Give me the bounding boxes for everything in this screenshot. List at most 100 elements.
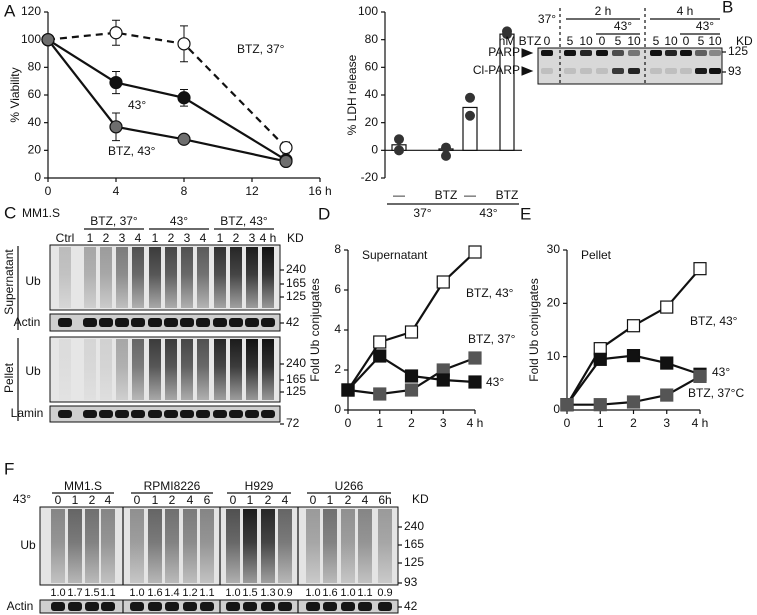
cell-line: U266 <box>335 479 364 493</box>
ub-ratio: 0.9 <box>377 587 392 599</box>
band <box>665 50 677 56</box>
band <box>628 50 640 56</box>
row-label: Ub <box>25 364 41 378</box>
lane-label: 1 <box>152 231 159 245</box>
lane-label: 10 <box>664 34 678 48</box>
marker <box>341 383 355 397</box>
ub-ratio: 1.4 <box>164 587 179 599</box>
smear <box>183 509 197 583</box>
panel-letter: F <box>4 459 14 478</box>
smear <box>68 509 82 583</box>
size-marker: 125 <box>286 289 306 303</box>
smear <box>59 247 71 308</box>
arrow <box>521 48 534 58</box>
chart-title: Supernatant <box>362 248 428 262</box>
size-marker: 240 <box>286 262 306 276</box>
smear <box>148 509 162 583</box>
panel-letter: E <box>520 204 531 223</box>
smear <box>262 247 274 308</box>
smear <box>378 509 392 583</box>
band <box>213 318 227 327</box>
smear <box>85 509 99 583</box>
smear <box>246 247 258 308</box>
lane-label: 2 <box>345 493 352 507</box>
x-tick-label: 4 h <box>467 416 484 430</box>
kd-label: KD <box>736 34 753 48</box>
band <box>650 68 662 74</box>
time-label: 4 h <box>677 4 694 18</box>
band <box>165 602 179 611</box>
smear <box>165 247 177 308</box>
lane-label: 1 <box>72 493 79 507</box>
marker <box>177 91 191 105</box>
fraction-label: Pellet <box>2 362 16 393</box>
band <box>680 50 692 56</box>
smear <box>165 339 177 400</box>
chart-title: Pellet <box>581 248 612 262</box>
ub-ratio: 1.3 <box>260 587 275 599</box>
x-tick-label: 0 <box>345 416 352 430</box>
smear <box>116 247 128 308</box>
ub-ratio: 1.0 <box>340 587 355 599</box>
x-tick-label: 12 <box>245 184 259 198</box>
band <box>58 410 72 418</box>
marker <box>468 351 482 365</box>
band <box>695 68 707 74</box>
ub-ratio: 1.0 <box>50 587 65 599</box>
condition-label: 43° <box>170 214 188 228</box>
x-tick-label: 8 <box>181 184 188 198</box>
y-tick-label: 0 <box>371 143 378 157</box>
lane-label: 3 <box>119 231 126 245</box>
series-label: BTZ, 37° <box>468 332 516 346</box>
row-label: Actin <box>14 315 41 329</box>
y-tick-label: 10 <box>547 349 561 363</box>
band <box>341 602 355 611</box>
marker <box>373 335 387 349</box>
band <box>245 410 259 418</box>
series-line <box>47 38 287 161</box>
ub-ratio: 1.5 <box>242 587 257 599</box>
band <box>596 68 608 74</box>
band <box>51 602 65 611</box>
band <box>306 602 320 611</box>
y-tick-label: 40 <box>365 87 379 101</box>
y-axis-label: % Viability <box>8 67 22 122</box>
y-tick-label: 0 <box>34 170 41 184</box>
band <box>323 602 337 611</box>
smear <box>197 339 209 400</box>
lane-label: 1 <box>327 493 334 507</box>
lane-label: 0 <box>310 493 317 507</box>
x-tick-label: 3 <box>663 416 670 430</box>
replicate-point <box>394 134 404 145</box>
x-tick-label: 0 <box>45 184 52 198</box>
band <box>229 318 243 327</box>
band <box>131 318 145 327</box>
marker <box>693 369 707 383</box>
band <box>83 410 97 418</box>
x-tick-label: 4 h <box>692 416 709 430</box>
lane-label: 0 <box>683 34 690 48</box>
y-tick-label: 100 <box>21 32 41 46</box>
smear <box>59 339 71 400</box>
x-tick-label: 3 <box>440 416 447 430</box>
x-tick-label: 2 <box>630 416 637 430</box>
lane-label: 2 <box>168 231 175 245</box>
smear <box>230 247 242 308</box>
band <box>650 50 662 56</box>
row-label: Ub <box>25 274 41 288</box>
band <box>695 50 707 56</box>
smear <box>132 247 144 308</box>
size-marker: 165 <box>286 276 306 290</box>
dose-label: nM BTZ <box>499 34 542 48</box>
band <box>200 602 214 611</box>
lane-label: 1 <box>247 493 254 507</box>
smear <box>149 339 161 400</box>
band <box>183 602 197 611</box>
kd-label: KD <box>287 231 304 245</box>
band <box>564 50 576 56</box>
band <box>131 410 145 418</box>
size-marker: 125 <box>286 384 306 398</box>
cell-line: MM1.S <box>22 206 60 220</box>
time-label: 2 h <box>595 4 612 18</box>
lane-label: 5 <box>653 34 660 48</box>
